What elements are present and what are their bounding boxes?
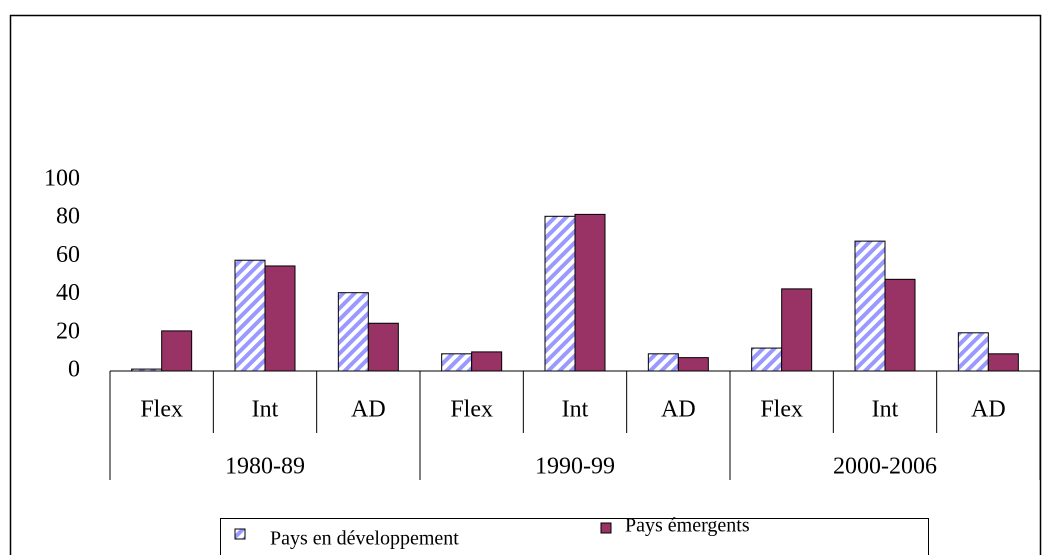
bar — [441, 353, 473, 372]
bar — [234, 259, 266, 372]
bar — [647, 353, 679, 372]
y-tick-label: 40 — [56, 280, 80, 306]
x-tick-label: AD — [661, 397, 696, 423]
legend-label: Pays en développement — [270, 528, 459, 550]
x-tick-label: Int — [252, 397, 279, 423]
y-tick-label: 20 — [56, 318, 80, 344]
bar — [884, 278, 916, 372]
y-tick-label: 0 — [68, 357, 80, 383]
bar — [781, 288, 813, 372]
x-tick-label: Flex — [760, 397, 803, 423]
x-tick-label: Int — [562, 397, 589, 423]
bar — [471, 351, 503, 372]
bar — [854, 240, 886, 372]
bar — [751, 347, 783, 372]
chart-frame — [9, 14, 1042, 555]
legend-marker — [600, 522, 612, 534]
legend-label: Pays émergents — [625, 515, 750, 537]
x-tick-label: Int — [872, 397, 899, 423]
bar — [544, 215, 576, 372]
group-label: 2000-2006 — [833, 454, 937, 480]
group-label: 1980-89 — [225, 454, 305, 480]
x-tick-label: AD — [971, 397, 1006, 423]
legend-marker — [234, 528, 246, 540]
group-label: 1990-99 — [535, 454, 615, 480]
x-tick-label: AD — [351, 397, 386, 423]
x-tick-label: Flex — [450, 397, 493, 423]
y-tick-label: 100 — [44, 166, 80, 192]
bar — [367, 322, 399, 372]
bar — [264, 265, 296, 372]
bar — [337, 292, 369, 372]
bar — [677, 357, 709, 372]
bar — [957, 332, 989, 372]
bar — [574, 213, 606, 372]
bar — [161, 330, 193, 372]
x-tick-label: Flex — [140, 397, 183, 423]
legend-box — [220, 518, 929, 555]
y-tick-label: 60 — [56, 242, 80, 268]
bar — [987, 353, 1019, 372]
y-tick-label: 80 — [56, 204, 80, 230]
